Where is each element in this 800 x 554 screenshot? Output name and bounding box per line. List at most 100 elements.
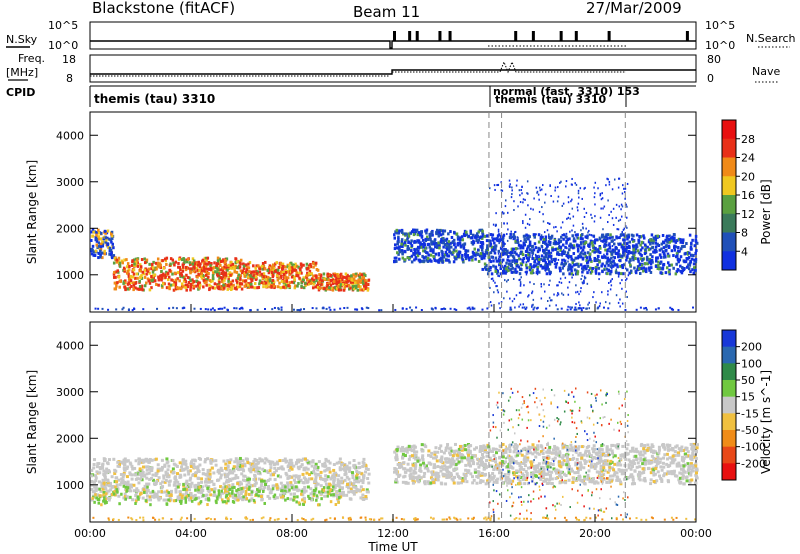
power-cell [679,264,682,268]
power-cell [193,266,196,270]
power-cell [677,246,680,250]
power-cell [661,250,665,254]
power-cell [620,233,623,237]
velocity-cell [289,481,293,485]
velocity-cell [156,495,160,499]
power-cell [235,307,238,310]
power-cell [665,266,669,270]
power-cell [180,271,183,275]
velocity-cell [171,458,175,462]
power-cell [589,239,593,243]
power-cell [247,262,250,266]
velocity-cell [146,489,150,493]
velocity-cell [234,473,238,477]
power-cell [637,265,640,269]
power-cell [615,216,617,219]
power-cell [518,291,521,294]
power-cell [560,307,563,310]
nsearch-tick-bottom: 10^0 [705,39,735,52]
power-cell [250,270,253,274]
velocity-cell [182,482,186,486]
power-cell [101,240,104,244]
freq-tick-top: 18 [62,53,76,66]
power-cell [296,309,299,312]
velocity-cell [122,473,126,477]
power-cell [575,243,579,247]
power-cell [244,263,247,267]
power-cell [514,267,517,271]
power-cell [691,257,694,261]
power-cell [271,275,275,279]
power-cell [126,269,130,273]
velocity-cell [349,487,353,491]
power-cell [279,286,282,290]
velocity-cell [206,468,210,472]
power-cell [533,242,537,246]
power-cell [473,307,476,310]
power-cell [219,260,223,264]
power-cell [574,182,576,185]
power-cell [404,243,407,247]
power-cell [549,222,551,225]
power-cell [306,266,310,270]
power-cell [615,271,618,275]
power-cell [626,226,628,229]
velocity-cell [290,461,294,465]
power-cell [555,225,557,228]
power-cell [580,264,582,267]
power-cell [282,285,285,289]
power-cell [398,250,402,254]
power-cell [605,235,607,238]
power-cell [418,259,422,263]
velocity-cell [255,490,259,494]
power-cell [568,263,571,266]
power-cell [378,309,381,312]
power-cell [277,271,281,275]
velocity-cell [326,475,330,479]
power-cell [615,263,619,267]
power-cell [121,261,124,265]
power-cell [432,256,436,260]
power-cell [227,278,230,282]
power-cell [610,250,613,254]
power-cell [467,234,470,238]
power-cell [243,279,247,283]
power-cell [228,271,232,275]
power-cell [525,261,528,264]
power-cell [262,272,266,276]
power-cell [577,189,580,192]
velocity-cell [165,498,169,502]
power-cell [510,247,514,251]
velocity-cell [361,464,365,468]
power-cell [454,245,457,249]
power-cell [455,257,458,261]
velocity-cell [359,496,363,500]
velocity-cell [140,474,144,478]
velocity-cell [205,473,209,477]
power-cell [166,271,170,275]
power-cell [536,273,539,276]
power-cell [401,242,405,246]
power-cell [191,262,195,266]
velocity-cell [222,482,226,486]
power-cell [490,277,493,280]
power-cell [263,280,266,284]
power-cell [582,266,586,270]
power-cell [462,246,466,250]
power-cell [569,267,573,271]
power-cell [666,240,669,244]
power-cell [301,278,305,282]
velocity-cell [521,472,525,476]
power-cell [511,189,513,192]
power-cell [352,273,355,277]
power-cell [484,267,488,271]
velocity-cell [514,454,518,458]
power-cell [361,279,364,283]
power-cell [616,265,619,269]
velocity-cell [361,493,365,497]
power-cell [498,261,502,265]
velocity-cell [174,490,178,494]
power-cell [600,207,602,210]
power-cell [476,253,480,257]
power-cell [294,269,298,273]
